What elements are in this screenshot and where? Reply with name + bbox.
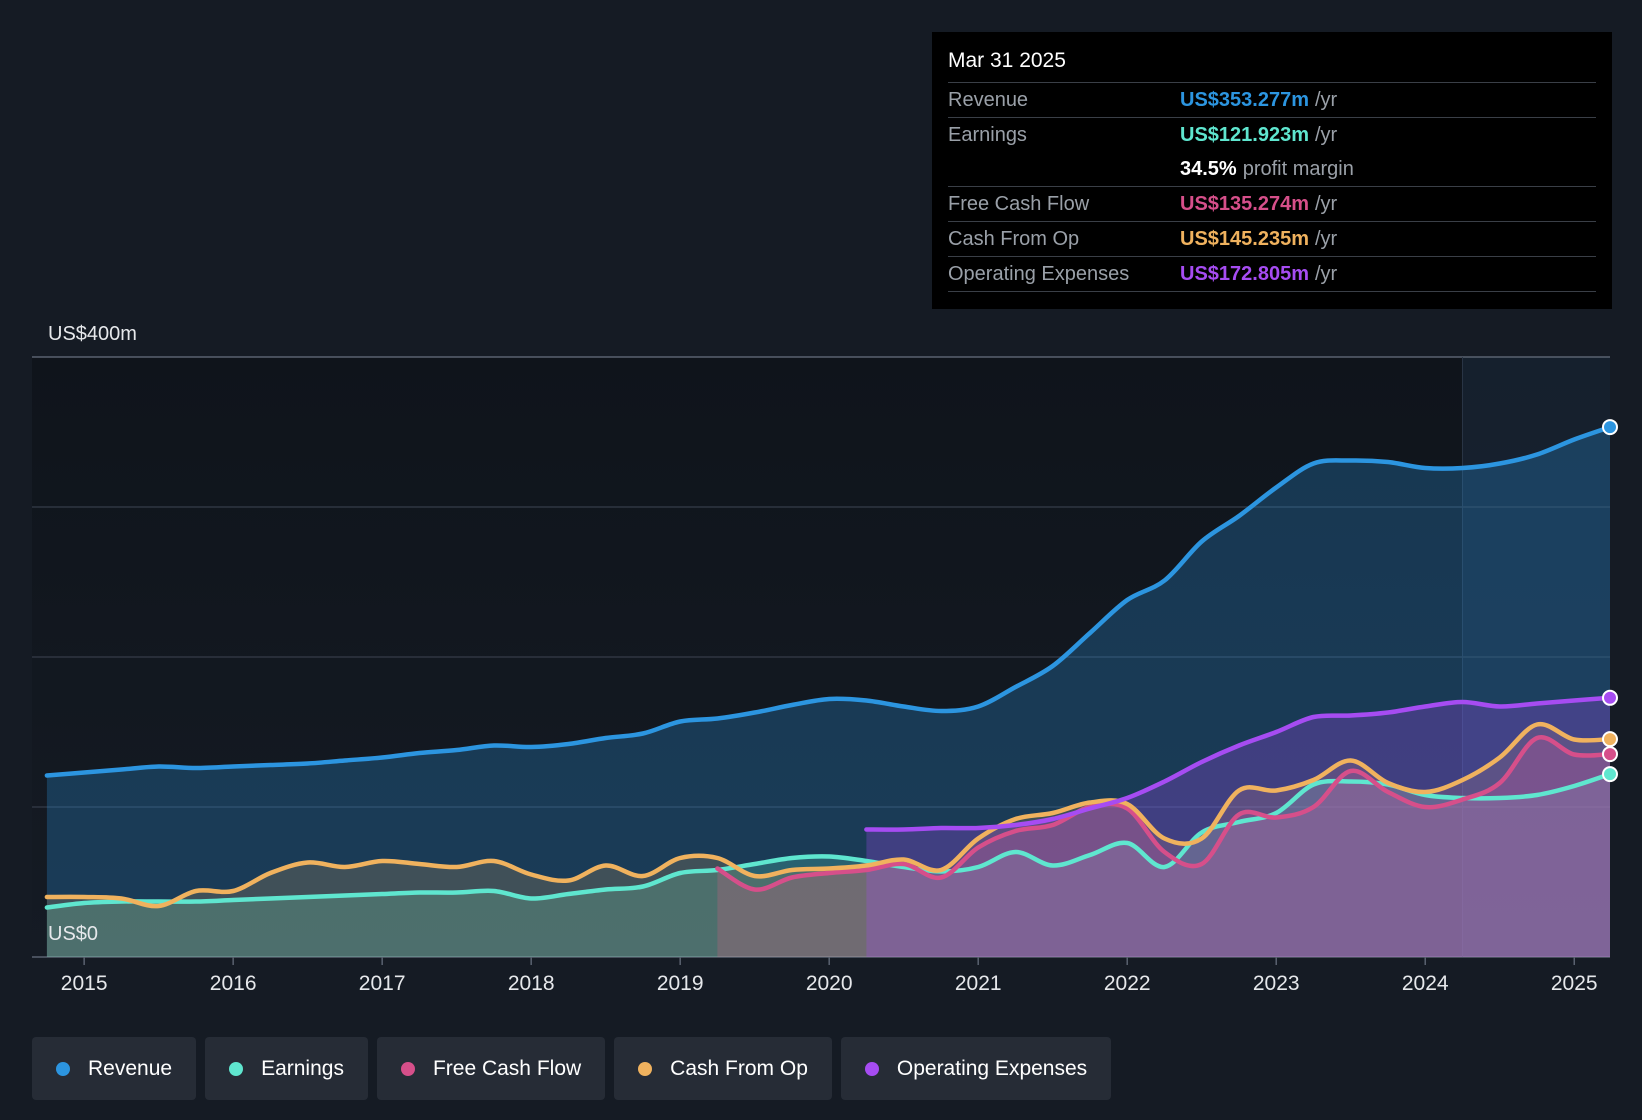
legend-label: Earnings	[261, 1056, 344, 1080]
legend-item-cash-from-op[interactable]: Cash From Op	[614, 1037, 832, 1100]
area-earnings	[46, 774, 1610, 957]
legend-label: Free Cash Flow	[432, 1056, 582, 1080]
legend-dot-icon	[229, 1061, 244, 1076]
tooltip-value: US$135.274m	[1180, 192, 1309, 215]
x-tick-label: 2018	[508, 972, 555, 995]
line-revenue	[44, 424, 1613, 778]
legend-item-earnings[interactable]: Earnings	[205, 1037, 368, 1100]
x-tick-label: 2015	[61, 972, 108, 995]
area-operating-expenses	[866, 697, 1610, 957]
tooltip-value: US$145.235m	[1180, 227, 1309, 250]
series-lines	[44, 424, 1613, 910]
legend-item-revenue[interactable]: Revenue	[32, 1037, 197, 1100]
tooltip-value: US$172.805m	[1180, 262, 1309, 285]
tooltip-row-cash-from-op: Cash From Op US$145.235m /yr	[948, 221, 1596, 256]
tooltip-unit: /yr	[1314, 88, 1338, 111]
y-axis-label-top: US$400m	[48, 323, 137, 345]
legend-label: Revenue	[88, 1056, 173, 1080]
line-operating-expenses	[864, 695, 1613, 832]
tooltip-row-revenue: Revenue US$353.277m /yr	[948, 82, 1596, 117]
x-tick-label: 2022	[1104, 972, 1151, 995]
x-tick-label: 2016	[210, 972, 257, 995]
tooltip-panel: Mar 31 2025 Revenue US$353.277m /yr Earn…	[932, 32, 1612, 309]
tooltip-label: Revenue	[948, 88, 1029, 111]
legend-dot-icon	[864, 1061, 879, 1076]
x-tick-label: 2023	[1253, 972, 1300, 995]
tooltip-row-earnings: Earnings US$121.923m /yr	[948, 117, 1596, 152]
end-marker-free-cash-flow	[1602, 746, 1618, 763]
tooltip-label: Operating Expenses	[948, 262, 1130, 285]
x-tick-label: 2019	[657, 972, 704, 995]
x-tick-label: 2017	[359, 972, 406, 995]
gridlines	[32, 356, 1610, 958]
end-marker-revenue	[1602, 419, 1618, 436]
tooltip-unit: /yr	[1314, 123, 1338, 146]
legend: Revenue Earnings Free Cash Flow Cash Fro…	[32, 1037, 1120, 1100]
line-free-cash-flow	[715, 735, 1613, 892]
tooltip-unit: /yr	[1314, 262, 1338, 285]
tooltip-row-operating-expenses: Operating Expenses US$172.805m /yr	[948, 256, 1596, 292]
tooltip-value: US$353.277m	[1180, 88, 1309, 111]
legend-dot-icon	[638, 1061, 653, 1076]
x-tick-label: 2020	[806, 972, 853, 995]
x-axis-ticks: 2015 2016 2017 2018 2019 2020 2021 2022 2023 2024…	[61, 957, 1598, 995]
end-marker-operating-expenses	[1602, 689, 1618, 706]
legend-dot-icon	[56, 1061, 70, 1076]
tooltip-row-free-cash-flow: Free Cash Flow US$135.274m /yr	[948, 186, 1596, 221]
tooltip-row-profit-margin: 34.5% profit margin	[948, 152, 1596, 186]
tooltip-unit: profit margin	[1242, 157, 1354, 180]
tooltip-label: Cash From Op	[948, 227, 1080, 250]
legend-item-free-cash-flow[interactable]: Free Cash Flow	[376, 1037, 606, 1100]
x-tick-label: 2025	[1551, 972, 1598, 995]
legend-dot-icon	[400, 1061, 415, 1076]
area-cash-from-op	[46, 724, 1610, 957]
legend-label: Operating Expenses	[896, 1056, 1088, 1080]
end-marker-earnings	[1602, 766, 1618, 783]
tooltip-label: Earnings	[948, 123, 1027, 146]
y-axis-label-bottom: US$0	[48, 923, 98, 945]
line-cash-from-op	[44, 721, 1613, 909]
line-earnings	[44, 771, 1613, 910]
tooltip-value: 34.5%	[1180, 157, 1237, 180]
tooltip-value: US$121.923m	[1180, 123, 1309, 146]
tooltip-unit: /yr	[1314, 192, 1338, 215]
end-marker-cash-from-op	[1602, 731, 1618, 748]
legend-item-operating-expenses[interactable]: Operating Expenses	[840, 1037, 1112, 1100]
tooltip-date: Mar 31 2025	[948, 49, 1066, 72]
tooltip-unit: /yr	[1314, 227, 1338, 250]
x-tick-label: 2024	[1402, 972, 1449, 995]
x-tick-label: 2021	[955, 972, 1002, 995]
tooltip-label: Free Cash Flow	[948, 192, 1090, 215]
series-end-markers	[1602, 419, 1618, 783]
legend-label: Cash From Op	[670, 1056, 808, 1080]
